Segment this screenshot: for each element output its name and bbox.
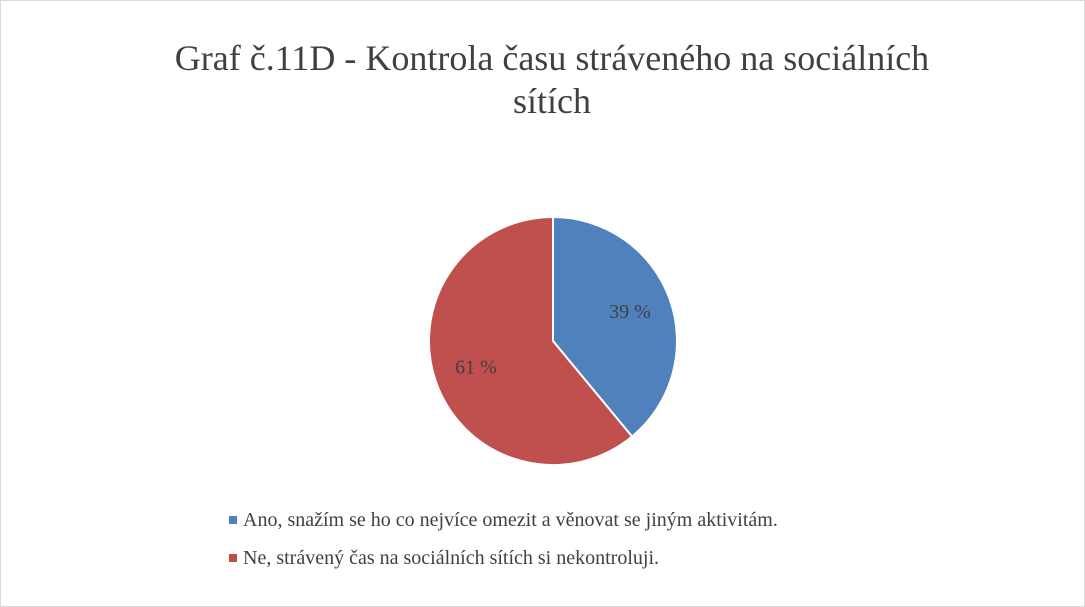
data-label: 39 %: [609, 301, 651, 323]
legend-entry: Ano, snažím se ho co nejvíce omezit a vě…: [229, 501, 778, 539]
legend-entry: Ne, strávený čas na sociálních sítích si…: [229, 539, 778, 577]
legend-label: Ano, snažím se ho co nejvíce omezit a vě…: [243, 508, 778, 531]
legend-label: Ne, strávený čas na sociálních sítích si…: [243, 546, 660, 569]
legend-swatch: [229, 554, 237, 562]
pie-slice: [428, 215, 634, 466]
legend: Ano, snažím se ho co nejvíce omezit a vě…: [229, 501, 778, 577]
chart-title: Graf č.11D - Kontrola času stráveného na…: [174, 38, 930, 121]
data-label: 61 %: [455, 356, 497, 378]
legend-swatch: [229, 516, 237, 524]
pie-slice: [552, 215, 678, 438]
